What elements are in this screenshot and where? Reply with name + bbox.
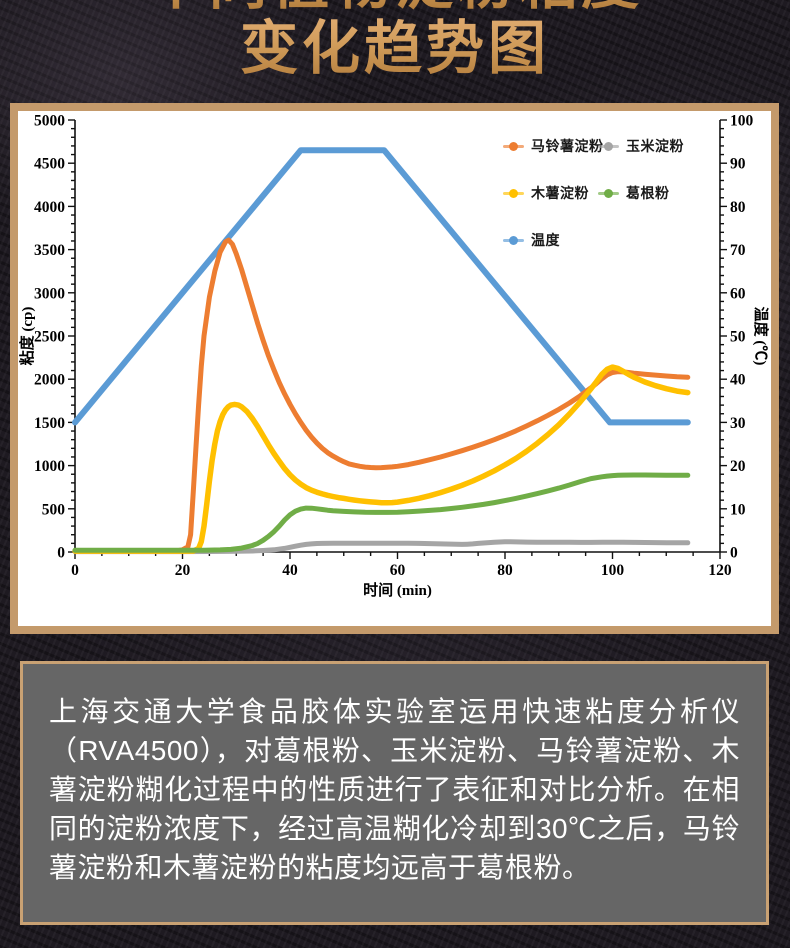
tick-label: 0 — [730, 545, 738, 562]
tick-label: 2500 — [34, 329, 65, 346]
legend-marker-temperature — [503, 235, 524, 245]
tick-label: 0 — [57, 545, 65, 562]
caption-panel: 上海交通大学食品胶体实验室运用快速粘度分析仪（RVA4500），对葛根粉、玉米淀… — [20, 661, 769, 925]
tick-label: 100 — [601, 562, 625, 579]
tick-label: 3500 — [34, 242, 65, 259]
tick-label: 5000 — [34, 113, 65, 130]
legend-item-corn-starch: 玉米淀粉 — [598, 137, 684, 155]
tick-label: 60 — [730, 285, 746, 302]
tick-labels: 0500100015002000250030003500400045005000… — [18, 113, 770, 600]
tick-label: 3000 — [34, 285, 65, 302]
y-left-axis-title: 粘度 (cp) — [18, 307, 36, 366]
tick-label: 4500 — [34, 156, 65, 173]
tick-label: 90 — [730, 156, 746, 173]
tick-label: 20 — [175, 562, 191, 579]
tick-label: 30 — [730, 415, 746, 432]
tick-label: 10 — [730, 501, 746, 518]
tick-label: 4000 — [34, 199, 65, 216]
legend-label: 玉米淀粉 — [626, 138, 684, 154]
tick-label: 120 — [708, 562, 732, 579]
series-line-kudzu-powder — [72, 472, 691, 553]
legend-label: 葛根粉 — [626, 185, 670, 201]
legend-item-temperature: 温度 — [503, 231, 598, 249]
tick-label: 50 — [730, 329, 746, 346]
tick-label: 0 — [71, 562, 79, 579]
legend-marker-tapioca-starch — [503, 188, 524, 198]
tick-label: 80 — [730, 199, 746, 216]
tick-label: 80 — [497, 562, 513, 579]
legend-marker-corn-starch — [598, 141, 619, 151]
series-line-tapioca-starch — [72, 364, 691, 554]
tick-label: 40 — [282, 562, 298, 579]
chart-legend: 马铃薯淀粉 玉米淀粉木薯淀粉 葛根粉温度 — [503, 137, 684, 249]
caption-text: 上海交通大学食品胶体实验室运用快速粘度分析仪（RVA4500），对葛根粉、玉米淀… — [49, 696, 740, 883]
tick-label: 500 — [42, 501, 66, 518]
tick-label: 1500 — [34, 415, 65, 432]
legend-label: 马铃薯淀粉 — [531, 138, 604, 154]
tick-label: 100 — [730, 113, 754, 130]
tick-label: 40 — [730, 372, 746, 389]
tick-label: 20 — [730, 458, 746, 475]
page-title-line2: 变化趋势图 — [0, 12, 790, 86]
tick-label: 1000 — [34, 458, 65, 475]
viscosity-trend-chart: 0500100015002000250030003500400045005000… — [18, 113, 770, 600]
chart-panel: 0 500 1000 1500 2000 2500 3000 3500 4000 4500 5000… — [10, 103, 779, 634]
tick-label: 60 — [390, 562, 406, 579]
series-lines — [72, 147, 691, 555]
y-right-axis-title: 温度 (℃) — [752, 307, 770, 366]
legend-marker-kudzu-powder — [598, 188, 619, 198]
legend-item-kudzu-powder: 葛根粉 — [598, 184, 684, 202]
legend-label: 木薯淀粉 — [531, 185, 589, 201]
series-line-corn-starch — [72, 539, 691, 555]
legend-item-tapioca-starch: 木薯淀粉 — [503, 184, 598, 202]
page-title-line1: 不同植物淀粉粘度 — [0, 0, 790, 14]
legend-label: 温度 — [531, 232, 560, 248]
legend-item-potato-starch: 马铃薯淀粉 — [503, 137, 603, 155]
tick-marks — [68, 119, 727, 559]
legend-marker-potato-starch — [503, 141, 524, 151]
tick-label: 70 — [730, 242, 746, 259]
x-axis-title: 时间 (min) — [363, 581, 432, 599]
tick-label: 2000 — [34, 372, 65, 389]
